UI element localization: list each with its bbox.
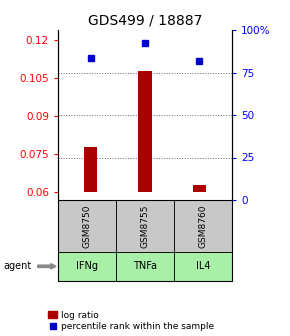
Bar <box>193 185 206 192</box>
Text: IFNg: IFNg <box>76 261 98 271</box>
Text: GSM8750: GSM8750 <box>82 204 92 248</box>
Text: agent: agent <box>3 261 31 271</box>
Bar <box>138 71 152 192</box>
Text: GSM8760: GSM8760 <box>198 204 208 248</box>
Title: GDS499 / 18887: GDS499 / 18887 <box>88 14 202 28</box>
Legend: log ratio, percentile rank within the sample: log ratio, percentile rank within the sa… <box>48 311 214 332</box>
Bar <box>84 147 97 192</box>
Text: GSM8755: GSM8755 <box>140 204 150 248</box>
Text: TNFa: TNFa <box>133 261 157 271</box>
Text: IL4: IL4 <box>196 261 210 271</box>
